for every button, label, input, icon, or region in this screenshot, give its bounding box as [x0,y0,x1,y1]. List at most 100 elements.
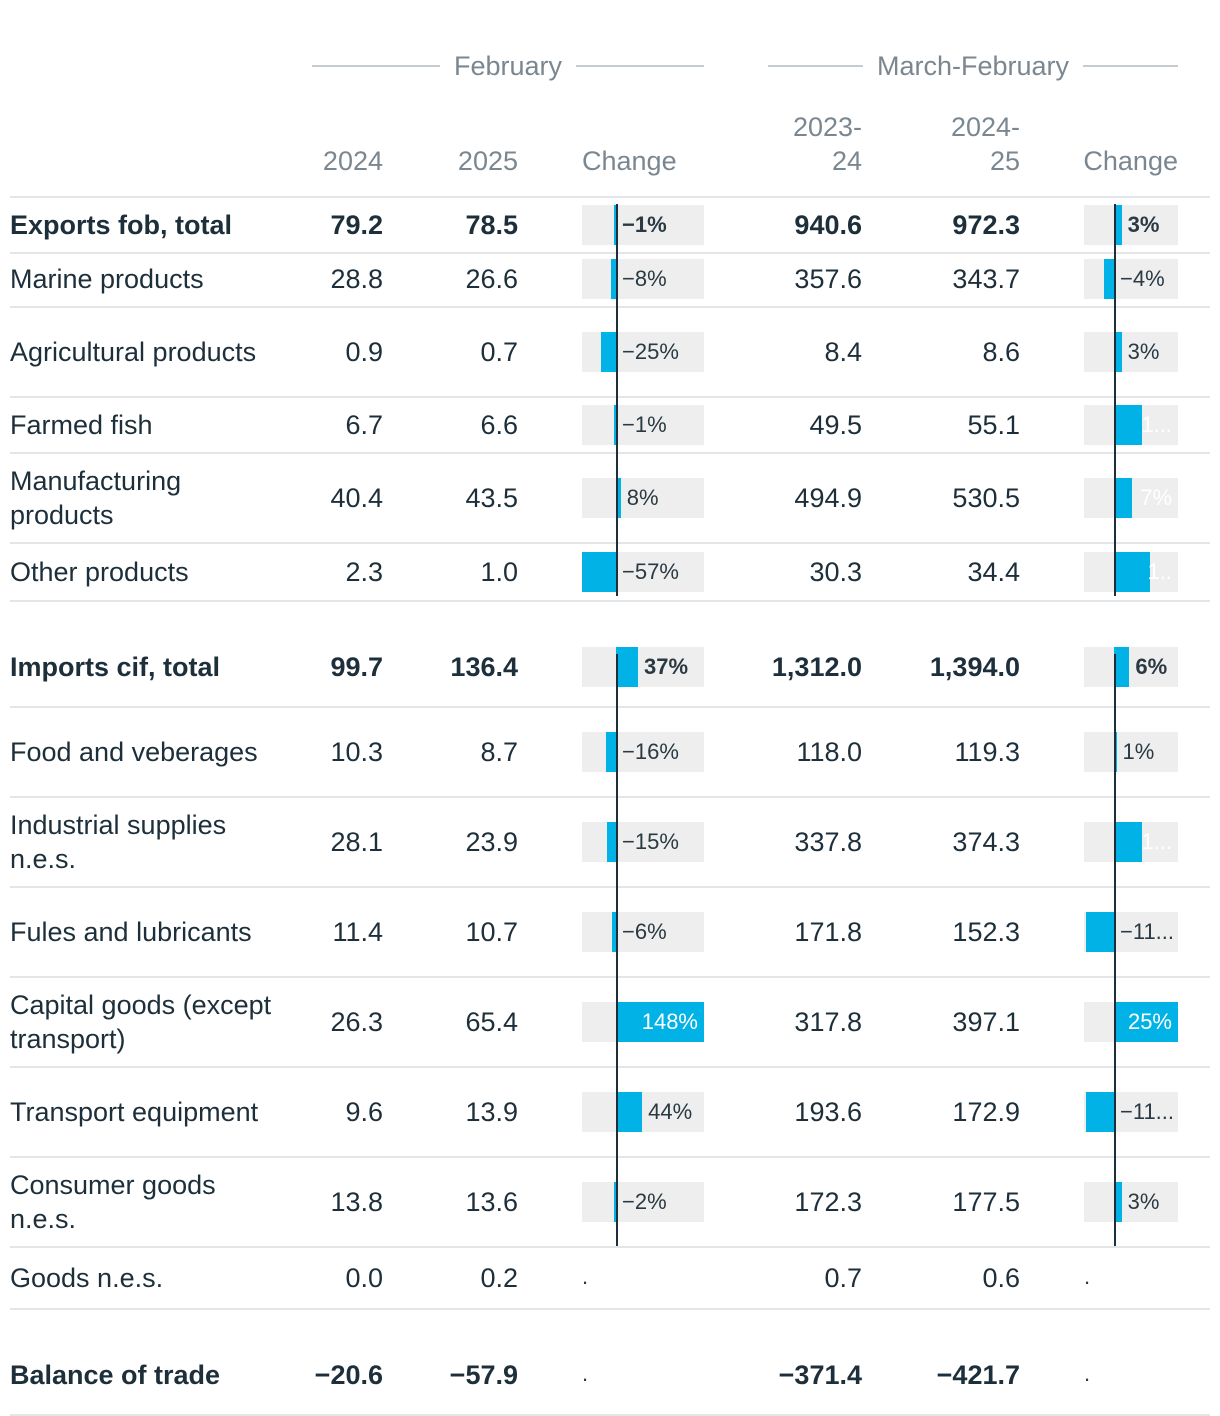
no-change-marker: . [1084,1361,1091,1386]
change-label-feb: −1% [622,412,667,437]
table-row: Marine products 28.8 26.6 357.6 343.7 −8% −4% [10,252,1210,308]
change-label-mf: 7% [1140,485,1172,510]
change-bar-mf [1114,552,1150,592]
change-track-mf: 1... [1084,405,1178,445]
table-row: Industrial supplies n.e.s. 28.1 23.9 337.8 3… [10,798,1210,888]
table-row: Fules and lubricants 11.4 10.7 171.8 152.3 −6… [10,888,1210,978]
value-2025: 6.6 [480,410,518,440]
change-label-mf: 1... [1141,412,1172,437]
zero-axis-mf [1114,654,1116,1246]
value-2023-24: 30.3 [809,557,862,587]
change-label-feb: 148% [641,1009,698,1034]
change-label-feb: −2% [622,1189,667,1214]
value-2024: 79.2 [330,210,383,240]
change-label-mf: 1% [1122,739,1155,764]
col-header-2024-25: 2024- 25 [870,110,1020,178]
change-bar-feb [606,732,616,772]
value-2024: 28.8 [330,264,383,294]
value-2024-25: 8.6 [982,337,1020,367]
table-row: Capital goods (except transport) 26.3 65.4… [10,978,1210,1068]
change-track-feb: 44% [582,1092,704,1132]
group-title-february: February [453,50,563,81]
change-bar-feb [614,205,616,245]
change-label-mf: 3% [1127,1189,1160,1214]
table-row: Agricultural products 0.9 0.7 8.4 8.6 −25% 3% [10,308,1210,398]
value-2023-24: 317.8 [794,1007,862,1037]
col-header-2024-25-line2: 25 [989,146,1020,176]
change-track-feb: −2% [582,1182,704,1222]
table-row: Imports cif, total 99.7 136.4 1,312.0 1,394.… [10,628,1210,708]
row-label: Marine products [10,264,204,294]
change-label-feb: −16% [622,739,679,764]
table-row: Transport equipment 9.6 13.9 193.6 172.9 44% −… [10,1068,1210,1158]
change-bar-mf [1114,822,1143,862]
value-2024: 13.8 [330,1187,383,1217]
change-track-mf: −11... [1084,912,1178,952]
value-2025: 13.6 [465,1187,518,1217]
value-2024: 2.3 [345,557,383,587]
value-2023-24: 118.0 [796,737,862,767]
change-label-mf: −11... [1120,919,1175,944]
col-header-change-mf: Change [1083,146,1178,176]
value-2023-24: 1,312.0 [771,652,862,682]
value-2025: −57.9 [449,1360,518,1390]
value-2024-25: 343.7 [952,264,1020,294]
no-change-marker: . [1084,1264,1091,1289]
group-header-march-february: March-February [768,46,1179,86]
value-2025: 0.7 [480,337,518,367]
change-bar-mf [1085,912,1114,952]
change-track-feb: −16% [582,732,704,772]
no-change-marker: . [582,1361,589,1386]
change-track-feb: −6% [582,912,704,952]
change-bar-feb [611,259,616,299]
value-2023-24: 337.8 [794,827,862,857]
table-row: Exports fob, total 79.2 78.5 940.6 972.3 −1% 3… [10,196,1210,254]
table-row: Farmed fish 6.7 6.6 49.5 55.1 −1% 1... [10,398,1210,454]
value-2025: 78.5 [465,210,518,240]
change-bar-mf [1103,259,1114,299]
row-label: Agricultural products [10,337,257,367]
col-header-2024: 2024 [322,146,383,176]
change-track-mf: 1... [1084,822,1178,862]
value-2023-24: 171.8 [794,917,862,947]
value-2023-24: 193.6 [794,1097,862,1127]
value-2024-25: 972.3 [952,210,1020,240]
change-track-mf: 3% [1084,1182,1178,1222]
change-track-mf: −11... [1084,1092,1178,1132]
row-label: Industrial supplies n.e.s. [10,810,227,874]
change-label-feb: 37% [644,654,689,679]
value-2025: 26.6 [465,264,518,294]
col-header-2023-24-line1: 2023- [792,112,862,142]
table-row: Manufacturing products 40.4 43.5 494.9 530.5… [10,454,1210,544]
table-row: Food and veberages 10.3 8.7 118.0 119.3 −16% 1… [10,708,1210,798]
value-2024: 0.0 [345,1263,383,1293]
value-2025: 65.4 [465,1007,518,1037]
zero-axis-mf [1114,204,1116,596]
change-track-feb: −57% [582,552,704,592]
value-2024: 9.6 [345,1097,383,1127]
change-track-mf: 1.. [1084,552,1178,592]
change-track-mf: −4% [1084,259,1178,299]
change-bar-feb [616,478,621,518]
value-2023-24: 357.6 [794,264,862,294]
change-label-mf: 3% [1127,339,1160,364]
value-2023-24: 49.5 [809,410,862,440]
change-track-mf: 6% [1084,647,1178,687]
no-change-marker: . [582,1264,589,1289]
change-label-feb: −57% [622,559,679,584]
value-2024: 99.7 [330,652,383,682]
header-rule [576,65,705,67]
value-2024: 10.3 [330,737,383,767]
trade-table: February March-February 2024 2025 Change… [10,46,1210,1416]
change-track-feb: −1% [582,205,704,245]
change-label-feb: 8% [626,485,659,510]
change-track-feb: −1% [582,405,704,445]
value-2023-24: 0.7 [824,1263,862,1293]
table-row: Consumer goods n.e.s. 13.8 13.6 172.3 177.5 −… [10,1158,1210,1248]
row-label: Farmed fish [10,410,153,440]
value-2024: 0.9 [345,337,383,367]
change-label-feb: −15% [622,829,679,854]
row-label: Consumer goods n.e.s. [10,1170,216,1234]
value-2023-24: 172.3 [794,1187,862,1217]
change-label-mf: −11... [1120,1099,1175,1124]
